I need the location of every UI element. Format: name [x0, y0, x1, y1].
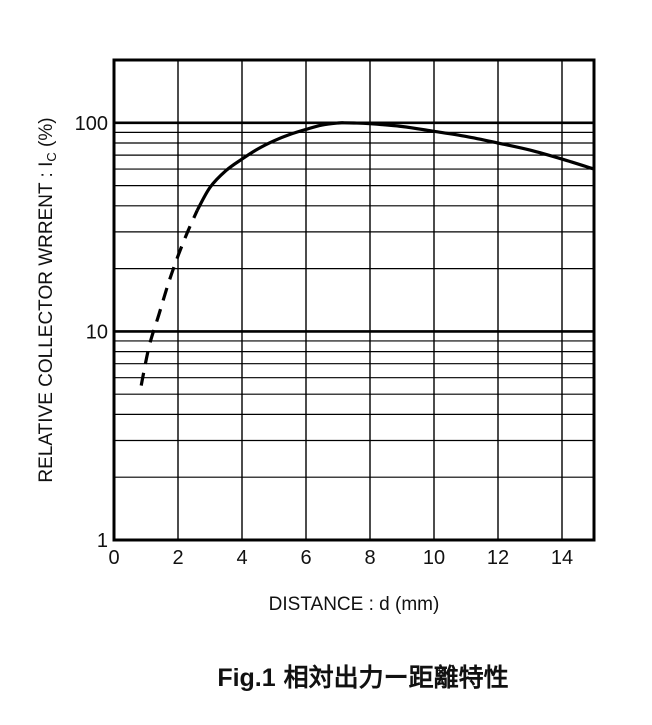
y-tick-labels: 1 10 100 [75, 113, 108, 552]
y-axis-label: RELATIVE COLLECTOR WRRENT : IC (%) [36, 117, 59, 482]
figure-caption-title: 相対出力ー距離特性 [284, 663, 509, 692]
y-axis-label-main: RELATIVE COLLECTOR WRRENT : I [36, 162, 57, 483]
y-tick-label: 10 [86, 321, 108, 343]
x-tick-label: 2 [172, 547, 183, 569]
dashed-curve-segment [139, 209, 199, 386]
data-curves [139, 121, 595, 386]
figure-caption-number: Fig.1 [217, 664, 275, 692]
plot-frame [112, 58, 596, 542]
x-tick-label: 8 [364, 547, 375, 569]
solid-curve-segment [195, 121, 595, 212]
figure-caption: Fig.1 相対出力ー距離特性 [217, 663, 508, 692]
x-tick-label: 0 [108, 547, 119, 569]
y-axis-label-tail: (%) [36, 117, 57, 152]
x-tick-label: 12 [487, 547, 509, 569]
x-tick-label: 10 [423, 547, 445, 569]
x-axis-label: DISTANCE : d (mm) [269, 594, 440, 615]
y-tick-label: 1 [97, 530, 108, 552]
x-tick-label: 6 [300, 547, 311, 569]
x-tick-label: 4 [236, 547, 247, 569]
grid-lines [114, 60, 594, 540]
y-axis-label-subscript: C [44, 152, 59, 161]
x-tick-labels: 0 2 4 6 8 10 12 14 [108, 547, 573, 569]
y-tick-label: 100 [75, 113, 108, 135]
x-tick-label: 14 [551, 547, 573, 569]
